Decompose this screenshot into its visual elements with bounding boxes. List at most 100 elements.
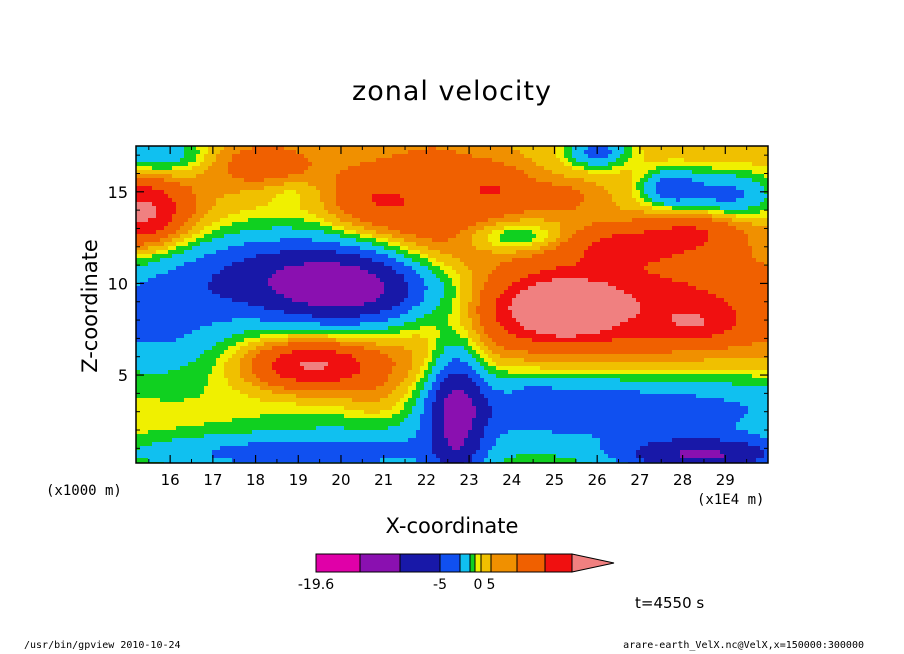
contour-cell	[136, 150, 185, 155]
contour-cell	[288, 342, 341, 347]
contour-cell	[404, 406, 413, 411]
contour-cell	[356, 358, 393, 363]
contour-cell	[660, 178, 693, 183]
contour-cell	[652, 198, 677, 203]
contour-cell	[716, 294, 768, 299]
contour-cell	[468, 430, 485, 435]
contour-cell	[632, 174, 645, 179]
contour-cell	[640, 390, 768, 395]
contour-cell	[612, 338, 768, 343]
contour-cell	[216, 198, 273, 203]
contour-cell	[696, 246, 753, 251]
time-label: t=4550 s	[635, 594, 705, 612]
contour-cell	[436, 146, 513, 151]
contour-cell	[372, 258, 397, 263]
contour-cell	[276, 194, 301, 199]
contour-cell	[576, 334, 713, 339]
contour-cell	[476, 222, 497, 227]
contour-cell	[640, 302, 729, 307]
contour-cell	[484, 426, 737, 431]
contour-cell	[476, 358, 485, 363]
contour-cell	[732, 326, 768, 331]
contour-cell	[184, 334, 233, 339]
contour-cell	[204, 170, 229, 175]
contour-cell	[488, 334, 517, 339]
contour-cell	[444, 406, 477, 411]
contour-cell	[340, 242, 373, 247]
contour-cell	[416, 430, 433, 435]
contour-cell	[424, 374, 429, 379]
contour-cell	[428, 394, 437, 399]
contour-cell	[692, 170, 753, 175]
contour-cell	[136, 182, 181, 187]
contour-cell	[560, 242, 593, 247]
contour-cell	[468, 266, 497, 271]
contour-cell	[460, 318, 473, 323]
contour-cell	[508, 306, 641, 311]
contour-cell	[504, 230, 533, 235]
contour-cell	[600, 442, 649, 447]
contour-cell	[432, 270, 445, 275]
contour-cell	[136, 230, 157, 235]
contour-cell	[472, 326, 485, 331]
contour-cell	[392, 358, 413, 363]
contour-cell	[748, 410, 768, 415]
contour-cell	[344, 226, 365, 231]
contour-cell	[248, 218, 305, 223]
contour-cell	[352, 222, 373, 227]
contour-cell	[528, 174, 565, 179]
contour-cell	[448, 438, 465, 443]
contour-cell	[400, 242, 417, 247]
contour-cell	[540, 226, 561, 231]
contour-cell	[684, 250, 753, 255]
contour-cell	[744, 414, 768, 419]
contour-cell	[324, 366, 361, 371]
contour-cell	[404, 322, 449, 327]
contour-cell	[340, 170, 525, 175]
contour-cell	[276, 358, 357, 363]
contour-cell	[424, 294, 445, 299]
contour-cell	[204, 214, 229, 219]
contour-cell	[468, 338, 473, 343]
contour-cell	[736, 314, 768, 319]
contour-cell	[584, 254, 673, 259]
contour-cell	[504, 214, 713, 219]
contour-cell	[476, 310, 497, 315]
contour-cell	[436, 338, 469, 343]
contour-cell	[424, 358, 433, 363]
contour-cell	[244, 378, 261, 383]
contour-cell	[600, 438, 673, 443]
contour-cell	[224, 234, 341, 239]
contour-cell	[400, 422, 421, 427]
contour-cell	[412, 258, 429, 263]
contour-cell	[644, 186, 657, 191]
contour-cell	[660, 194, 745, 199]
contour-cell	[504, 326, 525, 331]
contour-cell	[444, 430, 469, 435]
contour-cell	[720, 450, 765, 455]
contour-cell	[136, 318, 233, 323]
contour-cell	[136, 170, 205, 175]
contour-cell	[640, 306, 733, 311]
contour-cell	[640, 194, 649, 199]
contour-cell	[260, 398, 353, 403]
contour-cell	[244, 242, 341, 247]
contour-cell	[208, 146, 225, 151]
contour-cell	[464, 262, 501, 267]
contour-cell	[432, 370, 441, 375]
contour-cell	[484, 378, 621, 383]
contour-cell	[324, 218, 341, 223]
contour-cell	[400, 398, 409, 403]
contour-cell	[460, 310, 469, 315]
contour-cell	[156, 214, 173, 219]
x-tick-label: 23	[460, 471, 479, 489]
contour-cell	[428, 286, 445, 291]
contour-cell	[188, 362, 217, 367]
contour-cell	[292, 350, 337, 355]
contour-cell	[392, 366, 413, 371]
contour-cell	[724, 398, 768, 403]
contour-cell	[432, 386, 441, 391]
contour-cell	[228, 358, 241, 363]
contour-cell	[512, 258, 581, 263]
contour-cell	[588, 278, 673, 283]
